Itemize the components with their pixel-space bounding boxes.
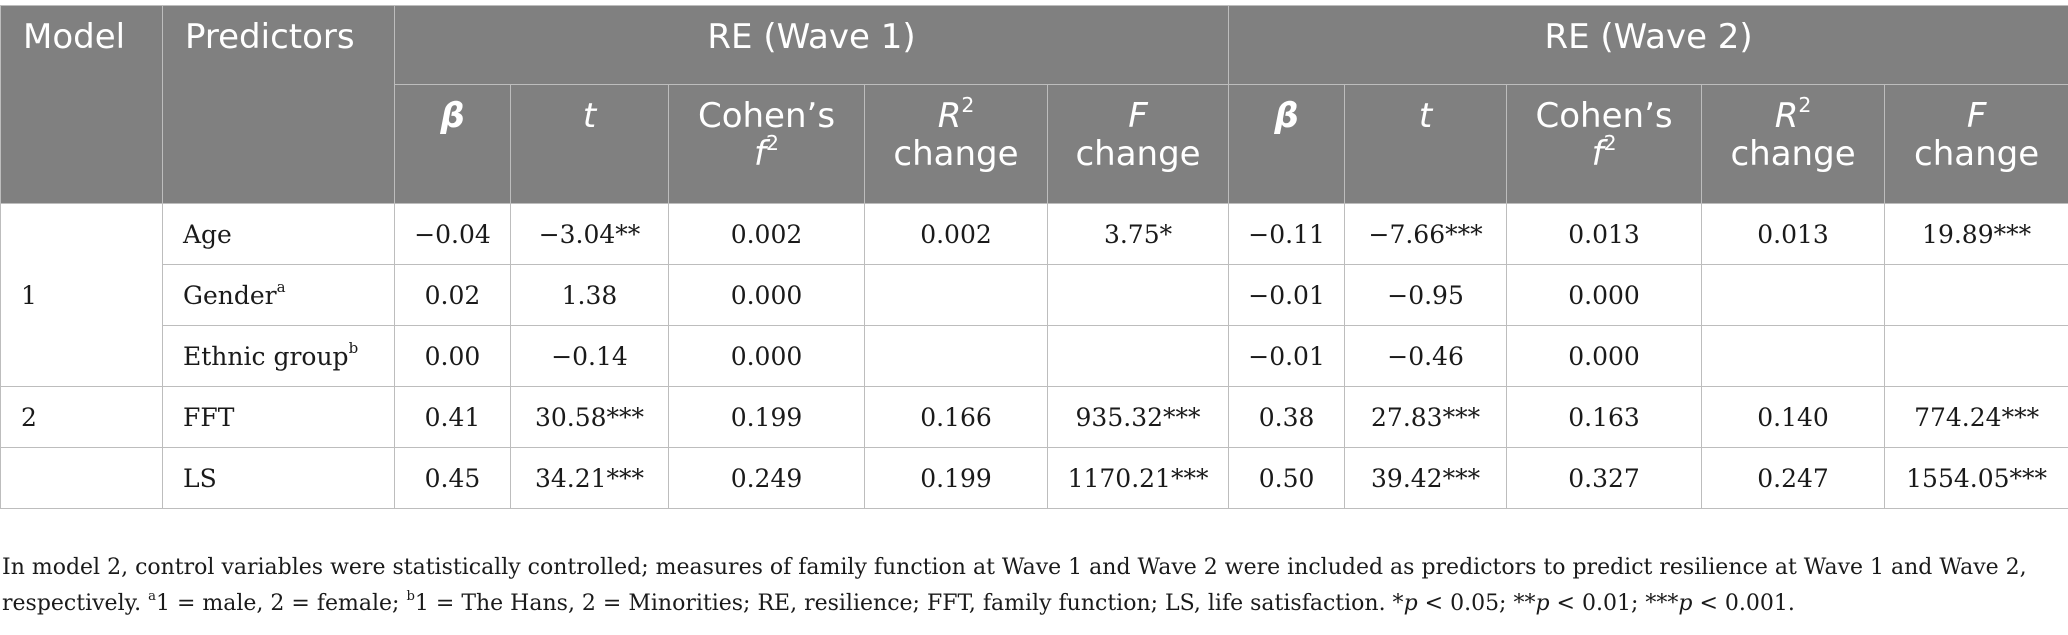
value-cell: 0.327 — [1506, 447, 1703, 509]
table-row: Ethnic groupb 0.00 −0.14 0.000 −0.01 −0.… — [1, 325, 2068, 387]
value-cell: 0.249 — [668, 447, 865, 509]
value-cell: −0.01 — [1228, 264, 1346, 326]
table-footnote: In model 2, control variables were stati… — [2, 550, 2062, 622]
value-cell: −0.46 — [1344, 325, 1508, 387]
col-header-t-w2: t — [1344, 84, 1508, 204]
value-cell: 0.50 — [1228, 447, 1346, 509]
value-cell: 0.38 — [1228, 386, 1346, 448]
value-cell: −0.04 — [394, 203, 511, 265]
predictor-cell: LS — [162, 447, 395, 509]
col-header-t-w1: t — [510, 84, 669, 204]
value-cell: 1.38 — [510, 264, 669, 326]
value-cell: 0.247 — [1701, 447, 1886, 509]
table-row: 2 FFT 0.41 30.58*** 0.199 0.166 935.32**… — [0, 386, 2068, 448]
value-cell — [1046, 264, 1230, 326]
value-cell: 19.89*** — [1884, 203, 2068, 265]
value-cell: −0.95 — [1344, 264, 1508, 326]
col-header-r2-w2: R2 change — [1701, 84, 1886, 204]
value-cell — [864, 264, 1048, 326]
col-header-wave2: RE (Wave 2) — [1228, 5, 2068, 85]
footnote-line-1: In model 2, control variables were stati… — [2, 555, 2027, 580]
value-cell — [1701, 264, 1886, 326]
table-row: Gendera 0.02 1.38 0.000 −0.01 −0.95 0.00… — [1, 264, 2068, 326]
predictor-cell: Ethnic groupb — [162, 325, 395, 387]
col-header-cohen-w2: Cohen’s f2 — [1506, 84, 1703, 204]
value-cell: 0.41 — [394, 386, 511, 448]
table-wrapper: Model Predictors RE (Wave 1) RE (Wave 2)… — [0, 5, 2068, 509]
value-cell: −3.04** — [510, 203, 669, 265]
footnote-line-2: respectively. a1 = male, 2 = female; b1 … — [2, 588, 1795, 616]
col-header-model: Model — [0, 5, 163, 204]
value-cell: 0.013 — [1506, 203, 1703, 265]
value-cell: 0.199 — [668, 386, 865, 448]
col-header-r2-w1: R2 change — [864, 84, 1048, 204]
predictor-cell: FFT — [162, 386, 395, 448]
predictor-cell: Age — [162, 203, 395, 265]
value-cell: 0.002 — [668, 203, 865, 265]
value-cell — [1701, 325, 1886, 387]
value-cell — [1046, 325, 1230, 387]
value-cell — [864, 325, 1048, 387]
value-cell: 0.02 — [394, 264, 511, 326]
regression-table: Model Predictors RE (Wave 1) RE (Wave 2)… — [0, 5, 2068, 509]
col-header-cohen-w1: Cohen’s f2 — [668, 84, 865, 204]
value-cell: 0.163 — [1506, 386, 1703, 448]
value-cell — [1884, 325, 2068, 387]
value-cell: 0.45 — [394, 447, 511, 509]
model-cell — [0, 447, 163, 509]
value-cell: 774.24*** — [1884, 386, 2068, 448]
value-cell: 34.21*** — [510, 447, 669, 509]
model-cell: 2 — [0, 386, 163, 448]
value-cell — [1884, 264, 2068, 326]
predictor-cell: Gendera — [162, 264, 395, 326]
table-row: 1 Age −0.04 −3.04** 0.002 0.002 3.75* −0… — [0, 203, 2068, 387]
value-cell: 0.166 — [864, 386, 1048, 448]
value-cell: −0.01 — [1228, 325, 1346, 387]
value-cell: 39.42*** — [1344, 447, 1508, 509]
value-cell: 3.75* — [1046, 203, 1230, 265]
value-cell: 935.32*** — [1046, 386, 1230, 448]
value-cell: 0.199 — [864, 447, 1048, 509]
col-header-beta-w1: β — [394, 84, 511, 204]
value-cell: 30.58*** — [510, 386, 669, 448]
value-cell: −0.11 — [1228, 203, 1346, 265]
col-header-wave1: RE (Wave 1) — [393, 5, 1230, 85]
value-cell: 27.83*** — [1344, 386, 1508, 448]
value-cell: 0.000 — [668, 264, 865, 326]
value-cell: 0.000 — [1506, 325, 1703, 387]
model-cell: 1 — [0, 203, 163, 387]
value-cell: 0.002 — [864, 203, 1048, 265]
value-cell: 0.00 — [394, 325, 511, 387]
col-header-predictors: Predictors — [162, 5, 395, 204]
col-header-beta-w2: β — [1228, 84, 1346, 204]
table-row: LS 0.45 34.21*** 0.249 0.199 1170.21*** … — [0, 447, 2068, 509]
value-cell: 0.140 — [1701, 386, 1886, 448]
header-row-1: Model Predictors RE (Wave 1) RE (Wave 2) — [0, 5, 2068, 204]
value-cell: −0.14 — [510, 325, 669, 387]
value-cell: 1170.21*** — [1046, 447, 1230, 509]
value-cell: 1554.05*** — [1884, 447, 2068, 509]
value-cell: 0.013 — [1701, 203, 1886, 265]
value-cell: −7.66*** — [1344, 203, 1508, 265]
value-cell: 0.000 — [1506, 264, 1703, 326]
value-cell: 0.000 — [668, 325, 865, 387]
